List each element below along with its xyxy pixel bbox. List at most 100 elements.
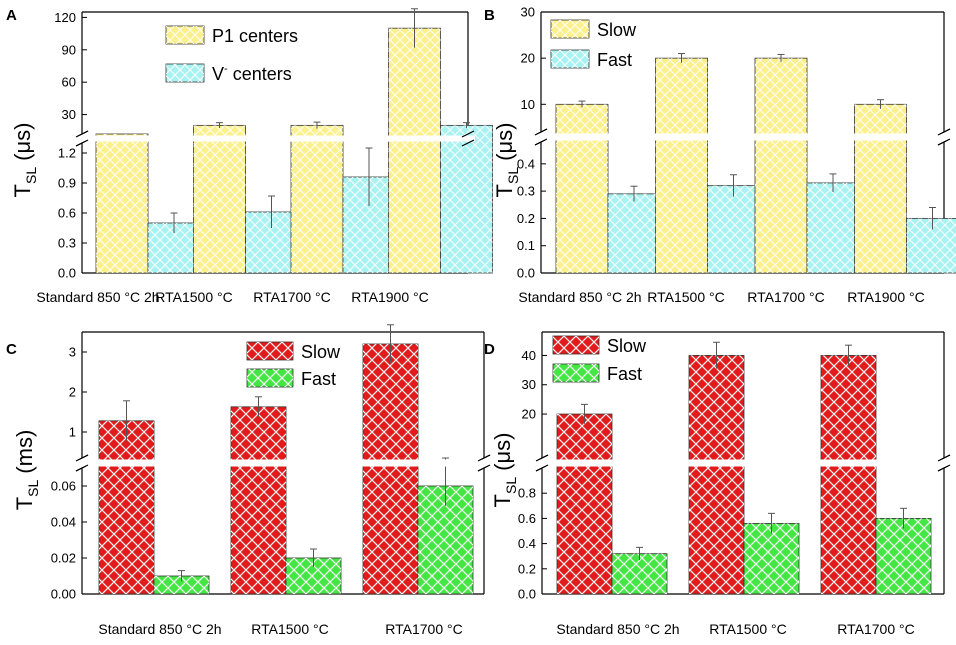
bar-hatch: [154, 576, 209, 594]
legend-label: Slow: [301, 342, 341, 362]
axis-break-mark: [535, 464, 549, 472]
axis-break-mark: [75, 139, 89, 147]
legend-swatch-hatch: [551, 20, 589, 38]
legend-label: V- centers: [212, 63, 292, 84]
axis-break-mark: [937, 138, 951, 146]
chart-panel-c: C 0.00 0.02 0.04 0.06 1 2 3 Standard 850 °C 2h RT…: [6, 324, 491, 637]
y-tick-label: 0.2: [518, 561, 536, 576]
y-tick-label: 3: [69, 345, 76, 360]
bar-hatch: [876, 518, 931, 594]
y-tick-label: 0.02: [51, 551, 76, 566]
y-tick-label: 0.6: [58, 206, 76, 221]
bar-hatch: [854, 104, 907, 273]
chart-panel-b: B 0.0 0.1 0.2 0.3 0.4 10 20 30 Standard 850 °C 2h…: [484, 5, 956, 305]
y-axis-label: TSL (μs): [490, 433, 519, 508]
bar-hatch: [655, 58, 708, 274]
x-tick-label: RTA1500 °C: [155, 289, 232, 305]
axis-break-gap: [534, 133, 951, 141]
legend: Slow Fast: [552, 335, 647, 384]
legend-label-main: V: [212, 64, 224, 84]
bar-hatch: [556, 104, 608, 273]
bar-hatch: [231, 406, 286, 594]
y-axis-label-text: TSL (μs): [492, 123, 521, 198]
y-tick-label: 0.4: [517, 156, 535, 171]
y-ticks: 0.0 0.1 0.2 0.3 0.4 10 20 30: [517, 5, 546, 281]
y-tick-label: 30: [521, 5, 535, 20]
y-tick-label: 0.3: [517, 184, 535, 199]
legend-label-rest: centers: [228, 64, 292, 84]
legend-swatch-hatch: [166, 26, 204, 44]
axis-break-mark: [75, 130, 89, 138]
panel-letter: B: [484, 7, 495, 24]
legend-label: Fast: [607, 364, 642, 384]
bars: [556, 341, 932, 595]
bar-hatch: [440, 125, 493, 274]
legend-label: P1 centers: [212, 26, 298, 46]
legend-swatch-hatch: [247, 342, 293, 360]
y-tick-label: 40: [522, 348, 536, 363]
bar-hatch: [744, 523, 799, 594]
y-axis-label-sub: SL: [23, 167, 39, 184]
bar-hatch: [755, 58, 807, 274]
y-tick-label: 0.9: [58, 176, 76, 191]
bar-hatch: [388, 28, 441, 274]
y-tick-label: 0.4: [518, 536, 536, 551]
axis-break-mark: [937, 464, 951, 472]
bar-hatch: [612, 553, 667, 594]
legend-label: Fast: [301, 369, 336, 389]
legend-swatch-hatch: [247, 369, 293, 387]
y-tick-label: 0.6: [518, 511, 536, 526]
y-tick-label: 0.06: [51, 479, 76, 494]
y-tick-label: 20: [522, 407, 536, 422]
y-axis-label-text: TSL (μs): [490, 433, 519, 508]
x-tick-label: RTA1700 °C: [385, 621, 462, 637]
bar-hatch: [291, 125, 343, 274]
chart-panel-d: D 0.0 0.2 0.4 0.6 0.8 20 30 40 Standard 850 °C 2h…: [484, 331, 951, 637]
x-tick-label: RTA1700 °C: [837, 621, 914, 637]
legend: P1 centers V- centers: [165, 25, 298, 84]
legend-swatch-hatch: [551, 50, 589, 68]
y-tick-label: 0.0: [517, 266, 535, 281]
y-tick-label: 0.3: [58, 236, 76, 251]
y-tick-label: 0.8: [518, 486, 536, 501]
y-tick-label: 0.0: [518, 587, 536, 602]
x-tick-label: RTA1700 °C: [253, 289, 330, 305]
bar-hatch: [99, 420, 154, 594]
panel-letter: C: [6, 341, 17, 358]
x-tick-labels: Standard 850 °C 2h RTA1500 °C RTA1700 °C: [98, 621, 462, 637]
bars: [95, 8, 493, 274]
x-tick-labels: Standard 850 °C 2h RTA1500 °C RTA1700 °C: [556, 621, 914, 637]
bar-hatch: [608, 193, 660, 273]
x-tick-labels: Standard 850 °C 2h RTA1500 °C RTA1700 °C RT…: [518, 289, 924, 305]
y-ticks: 0.00 0.02 0.04 0.06 1 2 3: [51, 345, 87, 602]
axis-break-mark: [937, 128, 951, 136]
legend-swatch-hatch: [553, 364, 599, 382]
y-axis-label-unit: (ms): [12, 430, 37, 474]
y-axis-label-text: TSL (ms): [12, 430, 41, 511]
bar-hatch: [689, 355, 744, 594]
panel-letter: D: [484, 341, 495, 358]
x-tick-label: Standard 850 °C 2h: [556, 621, 679, 637]
y-axis-label-main: T: [492, 184, 517, 197]
x-tick-label: Standard 850 °C 2h: [36, 289, 159, 305]
legend-label: Slow: [607, 336, 647, 356]
y-tick-label: 2: [69, 385, 76, 400]
bars: [98, 324, 474, 595]
y-axis-label-main: T: [10, 184, 35, 197]
bar-hatch: [707, 185, 760, 273]
y-tick-label: 1.2: [58, 146, 76, 161]
x-tick-label: RTA1900 °C: [847, 289, 924, 305]
bar-hatch: [807, 182, 859, 273]
y-axis-label-main: T: [12, 497, 37, 510]
bar-hatch: [96, 134, 148, 273]
y-axis-label-unit: (μs): [10, 123, 35, 161]
y-axis-label-unit: (μs): [490, 433, 515, 471]
y-axis-label-unit: (μs): [492, 123, 517, 161]
axis-break-gap: [75, 135, 475, 142]
y-axis-label: TSL (μs): [10, 123, 39, 198]
chart-panel-a: A 0.0 0.3 0.6 0.9 1.2 30 60 90 120 Standard 850 °C…: [6, 7, 493, 305]
legend-swatch-hatch: [166, 64, 204, 82]
y-tick-label: 10: [521, 97, 535, 112]
y-tick-label: 0.2: [517, 211, 535, 226]
